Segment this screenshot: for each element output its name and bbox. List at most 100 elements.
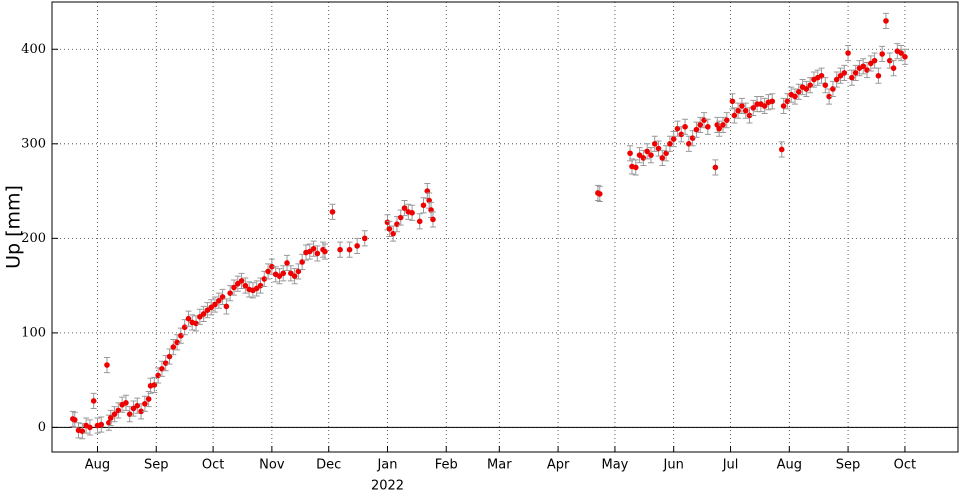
point [712, 159, 719, 176]
data-point [98, 421, 105, 428]
point [230, 279, 237, 296]
data-point [784, 98, 791, 105]
data-point [354, 243, 360, 249]
data-point [852, 70, 859, 76]
point [848, 69, 855, 86]
data-point [231, 284, 237, 291]
data-point [420, 202, 427, 209]
point [337, 241, 344, 258]
data-point [314, 250, 321, 257]
data-point [386, 226, 393, 232]
point [346, 241, 353, 258]
point [103, 356, 110, 374]
point [898, 44, 905, 62]
x-tick-label: Feb [435, 458, 458, 473]
point [138, 403, 145, 420]
point [185, 310, 192, 327]
data-point [627, 150, 633, 157]
point [212, 296, 219, 313]
data-point [879, 51, 885, 57]
point [354, 237, 361, 254]
point [86, 419, 93, 436]
point [111, 406, 118, 423]
point [90, 392, 97, 410]
data-point [430, 216, 436, 223]
x-tick-label: Aug [777, 458, 802, 473]
data-point [310, 245, 317, 252]
data-point [833, 76, 840, 83]
point [769, 93, 776, 110]
data-point [731, 112, 738, 119]
point [833, 71, 840, 88]
point [284, 254, 291, 271]
data-point [849, 74, 855, 81]
point [810, 71, 817, 88]
data-point [361, 235, 368, 242]
data-point [71, 417, 78, 423]
point [822, 77, 829, 94]
data-point [769, 98, 776, 105]
data-point [678, 131, 685, 138]
point [627, 145, 634, 162]
data-point [875, 72, 882, 79]
point [719, 116, 726, 133]
point [361, 230, 368, 247]
point [678, 126, 685, 143]
data-point [178, 332, 184, 339]
data-point [667, 141, 673, 147]
point [651, 135, 658, 152]
point [742, 102, 749, 119]
point [107, 409, 114, 427]
point [670, 131, 677, 148]
point [321, 243, 328, 260]
data-point [902, 54, 908, 60]
data-point [716, 125, 722, 132]
point [841, 64, 848, 81]
point [200, 305, 207, 323]
point [761, 97, 768, 115]
data-point [212, 301, 218, 308]
data-point [111, 411, 118, 417]
data-point [174, 339, 180, 346]
x-tick-label: Apr [547, 458, 570, 473]
point [845, 44, 852, 62]
point [901, 48, 908, 65]
point [386, 220, 393, 237]
point [814, 69, 821, 86]
point [735, 102, 742, 119]
x-tick-label: Sep [144, 458, 169, 473]
data-point [860, 63, 867, 70]
x-tick-label: May [601, 458, 628, 473]
data-point [284, 260, 290, 266]
point [98, 416, 105, 433]
x-tick-label: Jun [663, 458, 684, 473]
point [682, 118, 689, 135]
data-point [291, 273, 298, 279]
point [181, 319, 188, 336]
data-point [761, 103, 768, 109]
point [852, 64, 859, 81]
point [596, 185, 603, 202]
x-tick-label: Nov [259, 458, 285, 473]
data-point [689, 135, 696, 141]
point [746, 107, 753, 124]
x-tick-label: Mar [487, 458, 512, 473]
year-label: 2022 [371, 479, 404, 493]
data-point [739, 103, 745, 109]
data-point [215, 297, 222, 304]
point [405, 203, 412, 220]
point [170, 339, 177, 356]
point [886, 52, 893, 69]
data-point [898, 50, 904, 56]
data-point [780, 103, 787, 109]
data-point [409, 210, 415, 216]
data-point [729, 98, 736, 105]
data-point [142, 400, 148, 407]
data-point [648, 152, 654, 158]
point [644, 143, 651, 160]
y-tick-label: 400 [21, 42, 46, 57]
point [122, 394, 129, 411]
x-tick-label: Sep [836, 458, 861, 473]
x-tick-label: Jan [376, 458, 397, 473]
point [697, 116, 704, 133]
